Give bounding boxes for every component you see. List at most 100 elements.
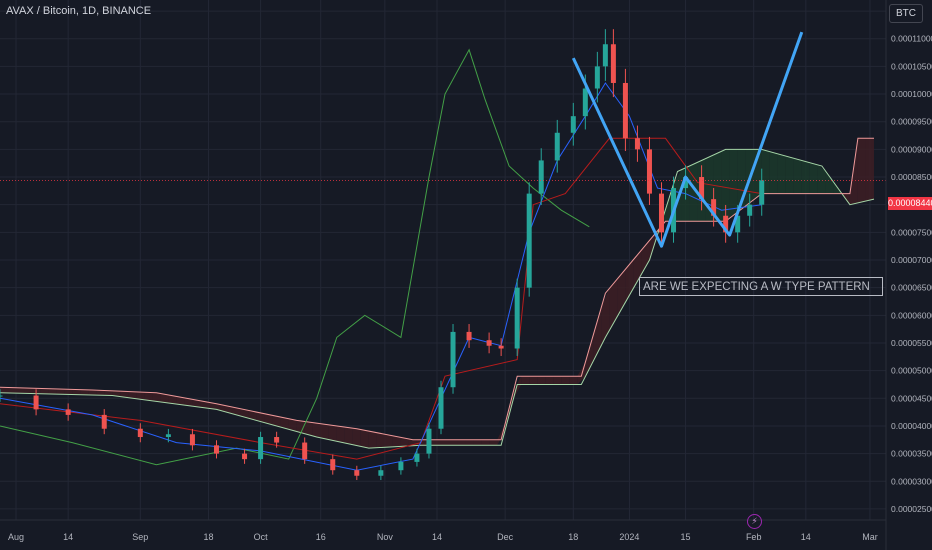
annotation-text-box[interactable]: ARE WE EXPECTING A W TYPE PATTERN xyxy=(639,277,883,296)
candle-body xyxy=(189,434,195,446)
senkou-span-b-line xyxy=(0,137,874,441)
cloud-segment xyxy=(465,439,474,446)
cloud-segment xyxy=(328,424,337,442)
y-tick-label: 0.00003500 xyxy=(891,449,932,459)
cloud-segment xyxy=(40,388,49,394)
currency-button[interactable]: BTC xyxy=(889,4,923,23)
cloud-segment xyxy=(352,428,361,447)
candle-body xyxy=(582,88,588,117)
cloud-segment xyxy=(160,393,169,403)
cloud-segment xyxy=(264,413,273,425)
cloud-segment xyxy=(400,437,409,447)
candle-body xyxy=(723,215,729,233)
candle-body xyxy=(526,193,532,288)
candle-body xyxy=(398,461,404,471)
candle-body xyxy=(330,459,336,471)
cloud-segment xyxy=(569,376,578,385)
cloud-segment xyxy=(48,388,57,395)
cloud-segment xyxy=(248,410,257,421)
cloud-segment xyxy=(64,389,73,395)
lightning-icon[interactable]: ⚡ xyxy=(747,514,762,529)
cloud-segment xyxy=(561,376,570,385)
cloud-segment xyxy=(168,394,177,405)
x-tick-label: 2024 xyxy=(619,532,639,542)
cloud-segment xyxy=(240,408,249,419)
cloud-segment xyxy=(312,422,321,438)
y-tick-label: 0.00005000 xyxy=(891,366,932,376)
candle-body xyxy=(165,434,171,438)
candle-body xyxy=(514,287,520,349)
cloud-segment xyxy=(200,400,209,409)
cloud-segment xyxy=(481,439,490,446)
candle-body xyxy=(137,428,143,438)
cloud-segment xyxy=(368,431,377,449)
cloud-segment xyxy=(432,439,441,446)
cloud-segment xyxy=(633,250,642,289)
candle-body xyxy=(302,442,308,460)
current-price-label: 0.00008440 xyxy=(888,197,932,210)
x-tick-label: Sep xyxy=(132,532,148,542)
y-tick-label: 0.00005500 xyxy=(891,338,932,348)
candle-body xyxy=(594,66,600,89)
cloud-segment xyxy=(24,387,33,394)
x-tick-label: 18 xyxy=(203,532,213,542)
cloud-segment xyxy=(280,417,289,430)
cloud-segment xyxy=(376,432,385,448)
candle-body xyxy=(711,199,717,216)
y-tick-label: 0.00006500 xyxy=(891,283,932,293)
cloud-segment xyxy=(593,307,602,361)
x-tick-label: 15 xyxy=(681,532,691,542)
y-tick-label: 0.00007500 xyxy=(891,227,932,237)
cloud-segment xyxy=(336,425,345,443)
cloud-segment xyxy=(0,387,9,393)
cloud-segment xyxy=(617,269,626,317)
candle-body xyxy=(602,44,608,67)
cloud-segment xyxy=(529,376,538,385)
x-tick-label: 16 xyxy=(316,532,326,542)
y-tick-label: 0.00007000 xyxy=(891,255,932,265)
y-tick-label: 0.00009000 xyxy=(891,144,932,154)
y-tick-label: 0.00002500 xyxy=(891,504,932,514)
cloud-segment xyxy=(120,391,129,398)
cloud-segment xyxy=(152,392,161,402)
candle-body xyxy=(759,180,765,205)
candle-body xyxy=(538,160,544,194)
candle-body xyxy=(258,437,264,460)
x-tick-label: Mar xyxy=(862,532,878,542)
y-tick-label: 0.00003000 xyxy=(891,476,932,486)
y-tick-label: 0.00010000 xyxy=(891,89,932,99)
candle-body xyxy=(634,138,640,150)
cloud-segment xyxy=(601,288,610,346)
candle-body xyxy=(683,177,689,189)
cloud-segment xyxy=(785,156,794,194)
x-tick-label: Dec xyxy=(497,532,514,542)
cloud-segment xyxy=(184,397,193,407)
candle-body xyxy=(0,395,3,397)
cloud-segment xyxy=(521,376,530,385)
cloud-segment xyxy=(392,435,401,447)
y-tick-label: 0.00008500 xyxy=(891,172,932,182)
cloud-segment xyxy=(545,376,554,385)
cloud-segment xyxy=(136,391,145,400)
cloud-segment xyxy=(104,390,113,396)
candle-body xyxy=(33,395,39,410)
cloud-segment xyxy=(144,392,153,401)
cloud-segment xyxy=(449,439,458,446)
cloud-segment xyxy=(288,418,297,432)
cloud-segment xyxy=(8,387,17,394)
cloud-segment xyxy=(56,388,65,395)
candle-body xyxy=(65,409,71,415)
candle-body xyxy=(622,82,628,139)
candle-body xyxy=(450,331,456,388)
candle-body xyxy=(486,340,492,346)
cloud-segment xyxy=(729,149,738,219)
y-tick-label: 0.00009500 xyxy=(891,117,932,127)
y-tick-label: 0.00010500 xyxy=(891,61,932,71)
cloud-segment xyxy=(825,171,834,194)
cloud-segment xyxy=(256,412,265,423)
cloud-segment xyxy=(344,427,353,445)
candle-body xyxy=(735,215,741,233)
candle-body xyxy=(414,453,420,462)
cloud-segment xyxy=(440,439,450,446)
